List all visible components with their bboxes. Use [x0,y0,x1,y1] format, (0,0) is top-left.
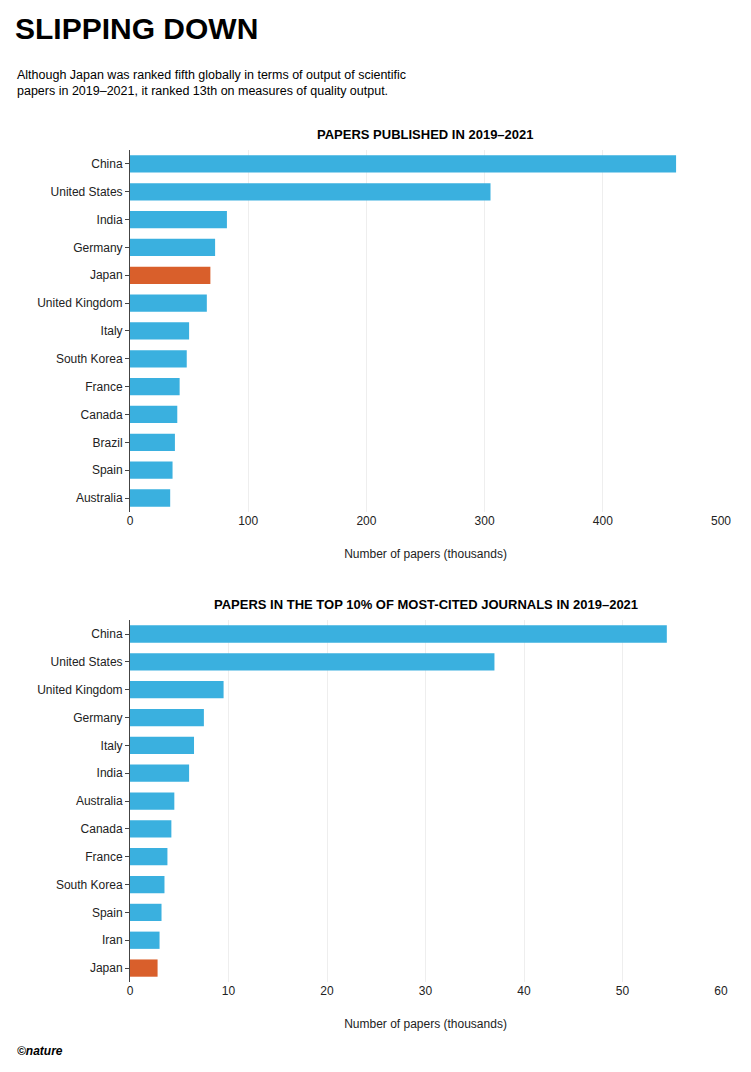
svg-text:PAPERS IN THE TOP 10% OF MOST-: PAPERS IN THE TOP 10% OF MOST-CITED JOUR… [214,597,638,612]
svg-text:300: 300 [475,514,495,528]
svg-text:India: India [97,766,123,780]
svg-text:China: China [91,627,123,641]
svg-text:SLIPPING DOWN: SLIPPING DOWN [15,12,258,45]
svg-text:Canada: Canada [81,822,123,836]
svg-text:Australia: Australia [76,794,123,808]
svg-text:Japan: Japan [90,961,123,975]
svg-text:500: 500 [711,514,731,528]
svg-text:20: 20 [320,984,334,998]
svg-text:PAPERS PUBLISHED IN 2019–2021: PAPERS PUBLISHED IN 2019–2021 [317,127,534,142]
svg-text:Iran: Iran [102,933,123,947]
svg-text:40: 40 [517,984,531,998]
svg-text:30: 30 [419,984,433,998]
svg-text:0: 0 [127,984,134,998]
svg-text:Japan: Japan [90,268,123,282]
svg-text:Canada: Canada [81,408,123,422]
svg-text:France: France [85,380,123,394]
svg-text:Italy: Italy [101,324,123,338]
svg-text:Although Japan was ranked fift: Although Japan was ranked fifth globally… [17,68,406,98]
svg-text:0: 0 [127,514,134,528]
svg-text:South Korea: South Korea [56,878,123,892]
svg-text:Australia: Australia [76,491,123,505]
svg-text:Number of papers (thousands): Number of papers (thousands) [344,1017,507,1031]
svg-text:Spain: Spain [92,906,123,920]
svg-text:France: France [85,850,123,864]
svg-text:United Kingdom: United Kingdom [37,683,122,697]
svg-text:Germany: Germany [73,241,122,255]
svg-text:10: 10 [222,984,236,998]
svg-text:United States: United States [51,185,123,199]
svg-text:100: 100 [238,514,258,528]
svg-text:Italy: Italy [101,739,123,753]
svg-text:China: China [91,157,123,171]
svg-text:Germany: Germany [73,711,122,725]
svg-text:Brazil: Brazil [93,436,123,450]
svg-text:200: 200 [356,514,376,528]
svg-text:India: India [97,213,123,227]
svg-text:60: 60 [714,984,728,998]
svg-text:South Korea: South Korea [56,352,123,366]
svg-text:United Kingdom: United Kingdom [37,296,122,310]
svg-text:United States: United States [51,655,123,669]
svg-text:©nature: ©nature [17,1044,63,1058]
svg-text:Spain: Spain [92,463,123,477]
svg-text:400: 400 [593,514,613,528]
svg-text:Number of papers (thousands): Number of papers (thousands) [344,547,507,561]
svg-text:50: 50 [616,984,630,998]
